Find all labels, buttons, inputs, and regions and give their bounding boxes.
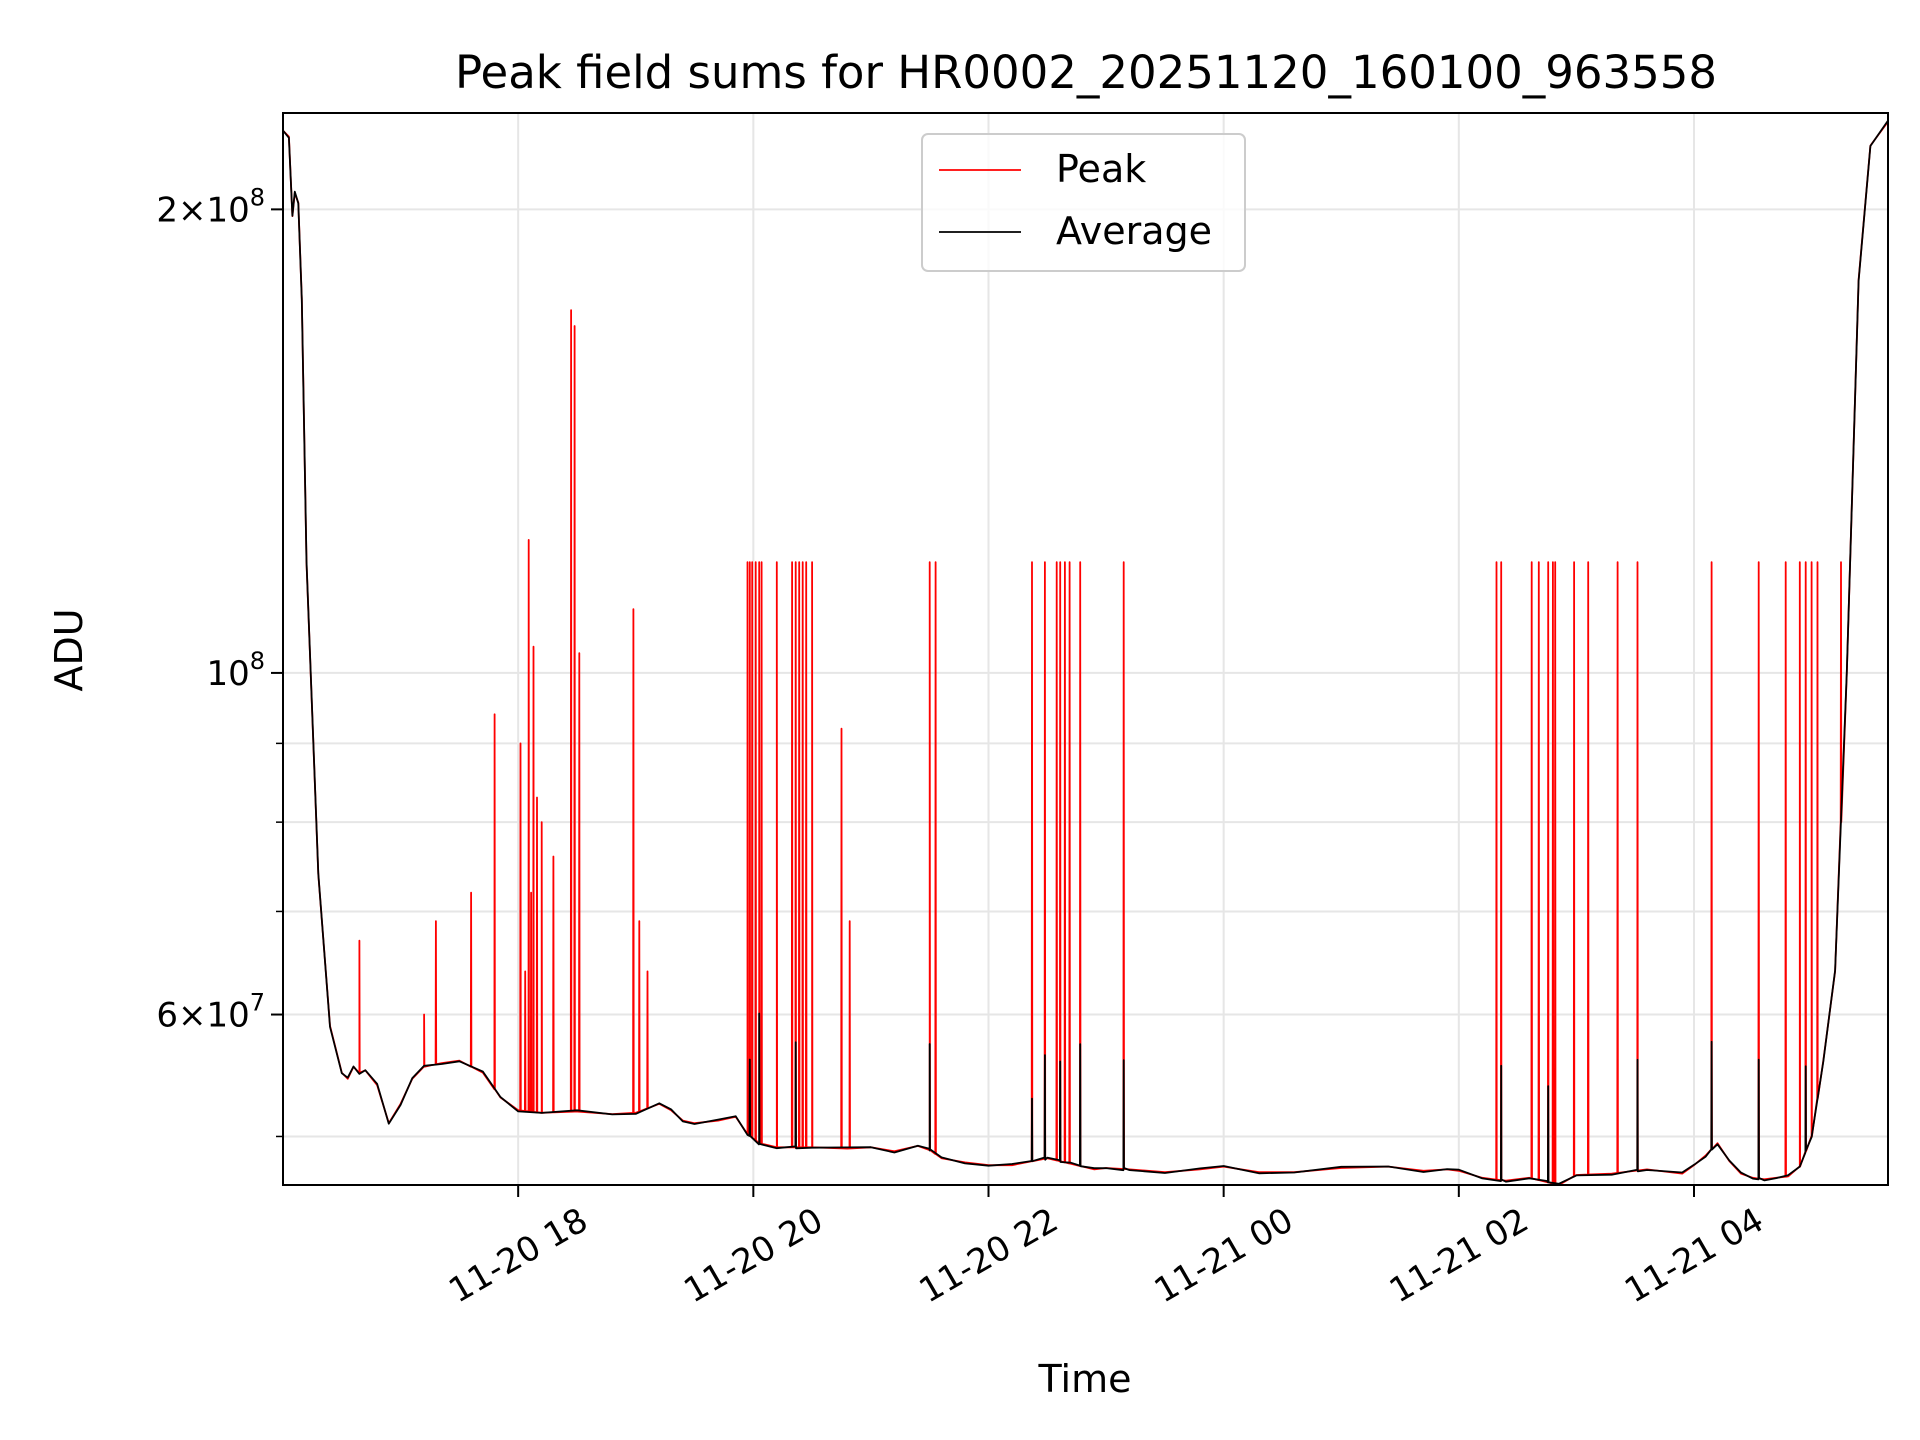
legend: Peak Average	[921, 133, 1246, 272]
y-tick-label: 108	[206, 647, 265, 694]
average-series-line	[283, 120, 1888, 1185]
grid-lines	[283, 113, 1888, 1185]
y-tick-label: 2×108	[156, 183, 265, 230]
legend-average-label: Average	[1056, 209, 1212, 253]
plot-area	[283, 120, 1888, 1185]
y-axis-ticks: 2×108 108 6×107	[156, 183, 283, 1138]
chart-title: Peak field sums for HR0002_20251120_1601…	[455, 46, 1717, 99]
y-axis-label: ADU	[47, 608, 91, 691]
x-axis-label: Time	[1038, 1357, 1132, 1401]
legend-box	[921, 133, 1246, 272]
plot-frame	[282, 112, 1889, 1186]
legend-peak-label: Peak	[1056, 147, 1146, 191]
y-tick-label: 6×107	[156, 989, 265, 1036]
